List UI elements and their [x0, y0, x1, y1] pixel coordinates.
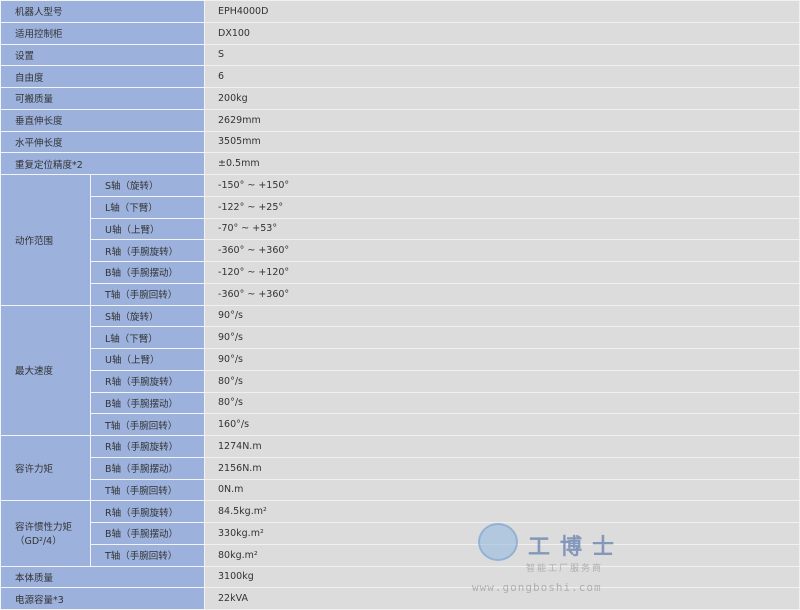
- axis-label: U轴（上臂）: [89, 217, 206, 241]
- table-row: R轴（手腕旋转） 80°/s: [1, 369, 800, 393]
- row-value: -360° ~ +360°: [204, 239, 800, 262]
- group-label: 容许力矩: [0, 434, 91, 502]
- axis-label: B轴（手腕摆动）: [89, 261, 206, 284]
- row-value: 3505mm: [204, 130, 800, 154]
- row-value: 22kVA: [204, 587, 800, 610]
- row-value: 330kg.m²: [204, 522, 800, 545]
- row-value: 1274N.m: [204, 435, 800, 458]
- table-row: T轴（手腕回转） 160°/s: [1, 413, 800, 436]
- table-row: 自由度 6: [0, 65, 800, 88]
- table-row: 重复定位精度*2 ±0.5mm: [0, 152, 800, 175]
- axis-label: T轴（手腕回转）: [89, 413, 206, 436]
- table-row: 容许惯性力矩（GD²/4） R轴（手腕旋转） 84.5kg.m²: [0, 500, 800, 567]
- row-value: 80kg.m²: [204, 543, 800, 567]
- row-value: 90°/s: [204, 326, 800, 349]
- axis-label: T轴（手腕回转）: [89, 478, 206, 502]
- row-label: 机器人型号: [0, 0, 206, 23]
- axis-label: B轴（手腕摆动）: [89, 522, 206, 545]
- table-row: T轴（手腕回转） 80kg.m²: [1, 543, 800, 567]
- axis-label: R轴（手腕旋转）: [89, 500, 206, 523]
- table-row: 容许力矩 R轴（手腕旋转） 1274N.m: [0, 434, 800, 502]
- axis-label: T轴（手腕回转）: [89, 282, 206, 306]
- row-value: 90°/s: [204, 304, 800, 328]
- group-label: 动作范围: [0, 174, 91, 306]
- axis-label: R轴（手腕旋转）: [89, 435, 206, 458]
- row-label: 重复定位精度*2: [0, 152, 206, 175]
- table-row: 垂直伸长度 2629mm: [0, 108, 800, 132]
- table-row: B轴（手腕摆动） 2156N.m: [1, 456, 800, 480]
- group-label: 最大速度: [0, 304, 91, 436]
- table-row: 水平伸长度 3505mm: [0, 130, 800, 154]
- table-row: B轴（手腕摆动） 80°/s: [1, 391, 800, 415]
- table-row: 适用控制柜 DX100: [0, 21, 800, 45]
- table-row: 本体质量 3100kg: [0, 565, 800, 589]
- row-value: EPH4000D: [204, 0, 800, 23]
- table-row: B轴（手腕摆动） 330kg.m²: [1, 522, 800, 545]
- row-label: 可搬质量: [0, 87, 206, 110]
- table-row: 机器人型号 EPH4000D: [0, 0, 800, 23]
- row-label: 垂直伸长度: [0, 108, 206, 132]
- table-row: 电源容量*3 22kVA: [0, 587, 800, 610]
- row-value: 2629mm: [204, 108, 800, 132]
- row-value: -122° ~ +25°: [204, 195, 800, 219]
- row-value: -70° ~ +53°: [204, 217, 800, 241]
- table-row: 设置 S: [0, 43, 800, 67]
- row-value: -360° ~ +360°: [204, 282, 800, 306]
- row-value: 200kg: [204, 87, 800, 110]
- row-value: S: [204, 43, 800, 67]
- row-value: DX100: [204, 21, 800, 45]
- row-value: 84.5kg.m²: [204, 500, 800, 523]
- table-row: T轴（手腕回转） -360° ~ +360°: [1, 282, 800, 306]
- axis-label: R轴（手腕旋转）: [89, 369, 206, 393]
- table-row: 可搬质量 200kg: [0, 87, 800, 110]
- axis-label: U轴（上臂）: [89, 348, 206, 371]
- axis-label: R轴（手腕旋转）: [89, 239, 206, 262]
- axis-label: S轴（旋转）: [89, 304, 206, 328]
- table-row: R轴（手腕旋转） -360° ~ +360°: [1, 239, 800, 262]
- row-value: 80°/s: [204, 369, 800, 393]
- axis-label: B轴（手腕摆动）: [89, 456, 206, 480]
- table-row: L轴（下臂） -122° ~ +25°: [1, 195, 800, 219]
- row-value: 80°/s: [204, 391, 800, 415]
- row-label: 水平伸长度: [0, 130, 206, 154]
- table-row: L轴（下臂） 90°/s: [1, 326, 800, 349]
- row-value: 90°/s: [204, 348, 800, 371]
- axis-label: L轴（下臂）: [89, 195, 206, 219]
- row-label: 本体质量: [0, 565, 206, 589]
- table-row: 动作范围 S轴（旋转） -150° ~ +150°: [0, 174, 800, 306]
- row-value: 0N.m: [204, 478, 800, 502]
- row-value: 2156N.m: [204, 456, 800, 480]
- axis-label: B轴（手腕摆动）: [89, 391, 206, 415]
- axis-label: T轴（手腕回转）: [89, 543, 206, 567]
- row-value: -120° ~ +120°: [204, 261, 800, 284]
- table-row: B轴（手腕摆动） -120° ~ +120°: [1, 261, 800, 284]
- row-value: -150° ~ +150°: [204, 174, 800, 197]
- group-label: 容许惯性力矩（GD²/4）: [0, 500, 91, 567]
- row-value: 6: [204, 65, 800, 88]
- table-row: 最大速度 S轴（旋转） 90°/s: [0, 304, 800, 436]
- row-value: 3100kg: [204, 565, 800, 589]
- row-value: ±0.5mm: [204, 152, 800, 175]
- row-label: 电源容量*3: [0, 587, 206, 610]
- row-label: 设置: [0, 43, 206, 67]
- row-label: 自由度: [0, 65, 206, 88]
- table-row: U轴（上臂） -70° ~ +53°: [1, 217, 800, 241]
- table-row: T轴（手腕回转） 0N.m: [1, 478, 800, 502]
- row-label: 适用控制柜: [0, 21, 206, 45]
- axis-label: L轴（下臂）: [89, 326, 206, 349]
- table-row: U轴（上臂） 90°/s: [1, 348, 800, 371]
- axis-label: S轴（旋转）: [89, 174, 206, 197]
- row-value: 160°/s: [204, 413, 800, 436]
